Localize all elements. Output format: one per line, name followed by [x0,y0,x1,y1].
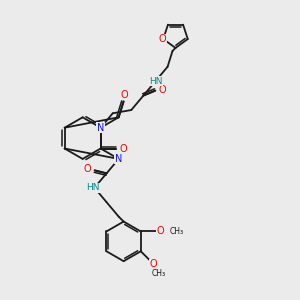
Text: CH₃: CH₃ [152,268,166,278]
Text: O: O [120,143,127,154]
Text: O: O [84,164,92,174]
Text: N: N [115,154,122,164]
Text: CH₃: CH₃ [169,227,184,236]
Text: HN: HN [149,77,162,86]
Text: HN: HN [86,183,99,192]
Text: O: O [157,226,164,236]
Text: O: O [158,85,166,95]
Text: N: N [97,123,104,133]
Text: O: O [121,89,128,100]
Text: O: O [150,259,158,269]
Text: O: O [158,34,166,44]
